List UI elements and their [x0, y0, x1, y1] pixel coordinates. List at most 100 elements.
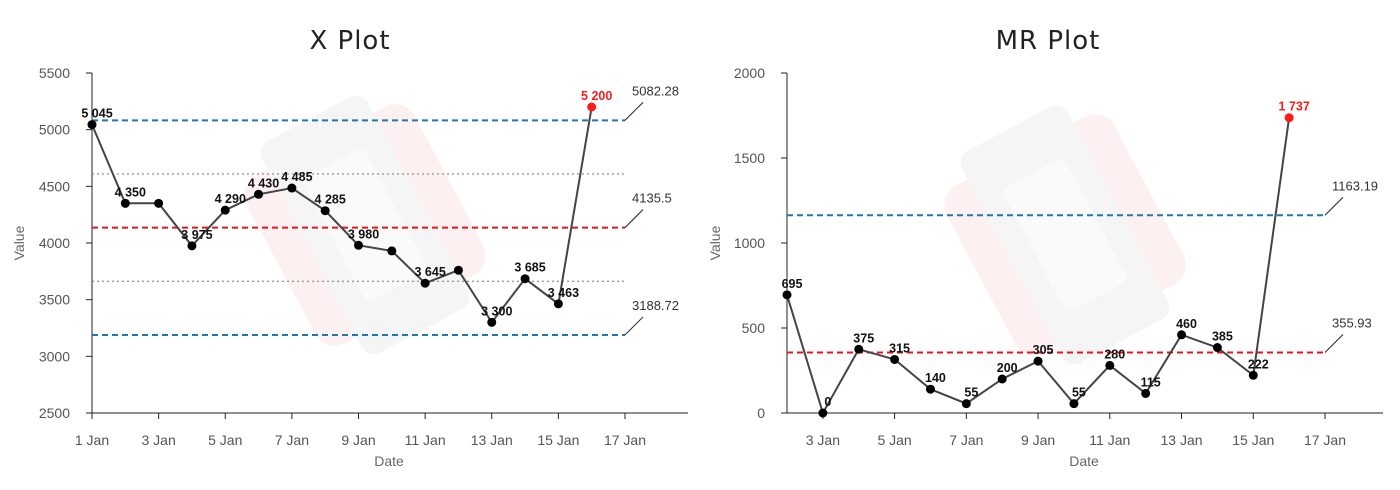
data-point	[120, 198, 130, 208]
data-point	[320, 206, 330, 216]
reference-label-leader	[624, 209, 644, 228]
reference-label-leader	[624, 101, 644, 121]
y-axis-label: Value	[11, 225, 27, 260]
y-tick-label: 0	[757, 405, 765, 421]
y-tick-label: 5000	[39, 122, 70, 138]
y-tick-label: 3500	[39, 292, 70, 308]
data-point	[1069, 399, 1079, 409]
data-label: 222	[1248, 357, 1269, 371]
data-label: 4 285	[315, 193, 346, 207]
series-line	[91, 106, 593, 325]
data-point	[818, 408, 828, 418]
y-tick-label: 5500	[39, 65, 70, 81]
data-point	[154, 198, 164, 208]
y-tick-label: 2500	[39, 405, 70, 421]
data-label: 305	[1033, 343, 1054, 357]
data-label: 385	[1212, 330, 1233, 344]
data-point	[387, 246, 397, 256]
data-point	[997, 374, 1007, 384]
data-label: 3 685	[514, 261, 545, 275]
x-tick-label: 5 Jan	[208, 432, 242, 448]
y-tick-label: 4000	[39, 235, 70, 251]
data-label: 460	[1176, 317, 1197, 331]
x-tick-label: 5 Jan	[877, 432, 911, 448]
data-label: 695	[782, 277, 803, 291]
data-label: 315	[889, 341, 910, 355]
x-tick-label: 9 Jan	[1021, 432, 1055, 448]
data-label: 55	[1072, 386, 1086, 400]
data-label: 5 045	[81, 107, 112, 121]
ucl-reference-label: 1163.19	[1332, 178, 1378, 193]
y-tick-label: 500	[742, 320, 766, 336]
data-label: 1 737	[1278, 100, 1309, 114]
data-point	[890, 354, 900, 364]
data-point	[287, 183, 297, 193]
x-tick-label: 3 Jan	[806, 432, 840, 448]
x-tick-label: 7 Jan	[949, 432, 983, 448]
data-point	[1033, 356, 1043, 366]
data-point	[420, 278, 430, 288]
data-label: 3 975	[181, 228, 212, 242]
outlier-point	[587, 102, 597, 112]
data-point	[1141, 388, 1151, 398]
data-point	[487, 317, 497, 327]
data-label: 3 980	[348, 227, 379, 241]
x-tick-label: 17 Jan	[604, 432, 646, 448]
data-label: 4 485	[281, 170, 312, 184]
data-point	[854, 344, 864, 354]
data-point	[1177, 330, 1187, 340]
y-tick-label: 4500	[39, 178, 70, 194]
lcl-reference-label: 3188.72	[632, 298, 679, 313]
data-point	[553, 299, 563, 309]
y-tick-label: 1500	[734, 150, 765, 166]
x-tick-label: 13 Jan	[1161, 432, 1203, 448]
x-tick-label: 7 Jan	[275, 432, 309, 448]
chart-title: MR Plot	[996, 26, 1101, 56]
data-label: 0	[824, 395, 831, 409]
x-tick-label: 11 Jan	[405, 432, 446, 448]
data-point	[187, 241, 197, 251]
y-tick-label: 3000	[39, 348, 70, 364]
x-tick-label: 15 Jan	[1232, 432, 1274, 448]
data-label: 5 200	[581, 89, 612, 103]
chart-title: X Plot	[309, 26, 390, 56]
mean-reference-label: 355.93	[1332, 315, 1372, 330]
outlier-point	[1284, 113, 1294, 123]
data-label: 115	[1141, 375, 1161, 389]
reference-label-leader	[1324, 196, 1344, 216]
data-point	[925, 384, 935, 394]
data-point	[354, 240, 363, 250]
data-label: 200	[997, 361, 1018, 375]
data-label: 375	[853, 331, 874, 345]
y-tick-label: 1000	[734, 235, 765, 251]
x-tick-label: 1 Jan	[75, 432, 109, 448]
data-point	[961, 399, 971, 409]
ucl-reference-label: 5082.28	[632, 83, 679, 98]
data-point	[782, 290, 792, 300]
x-axis-label: Date	[1069, 453, 1099, 469]
x-tick-label: 17 Jan	[1304, 432, 1346, 448]
data-label: 140	[925, 371, 946, 385]
data-label: 280	[1104, 347, 1125, 361]
data-point	[1105, 360, 1115, 370]
reference-label-leader	[624, 316, 644, 336]
data-point	[453, 265, 463, 275]
data-label: 4 350	[115, 185, 146, 199]
data-label: 3 645	[414, 265, 445, 279]
x-axis-label: Date	[374, 453, 404, 469]
data-point	[1248, 370, 1258, 380]
x-tick-label: 15 Jan	[537, 432, 579, 448]
mean-reference-label: 4135.5	[632, 191, 672, 206]
y-tick-label: 2000	[734, 65, 765, 81]
x-tick-label: 11 Jan	[1089, 432, 1130, 448]
watermark-logo	[944, 105, 1186, 365]
data-label: 3 463	[548, 286, 579, 300]
y-axis-label: Value	[707, 225, 723, 260]
reference-label-leader	[1324, 334, 1344, 353]
data-point	[1212, 343, 1222, 353]
data-label: 4 430	[248, 176, 279, 190]
data-label: 3 300	[481, 304, 512, 318]
x-tick-label: 13 Jan	[471, 432, 513, 448]
